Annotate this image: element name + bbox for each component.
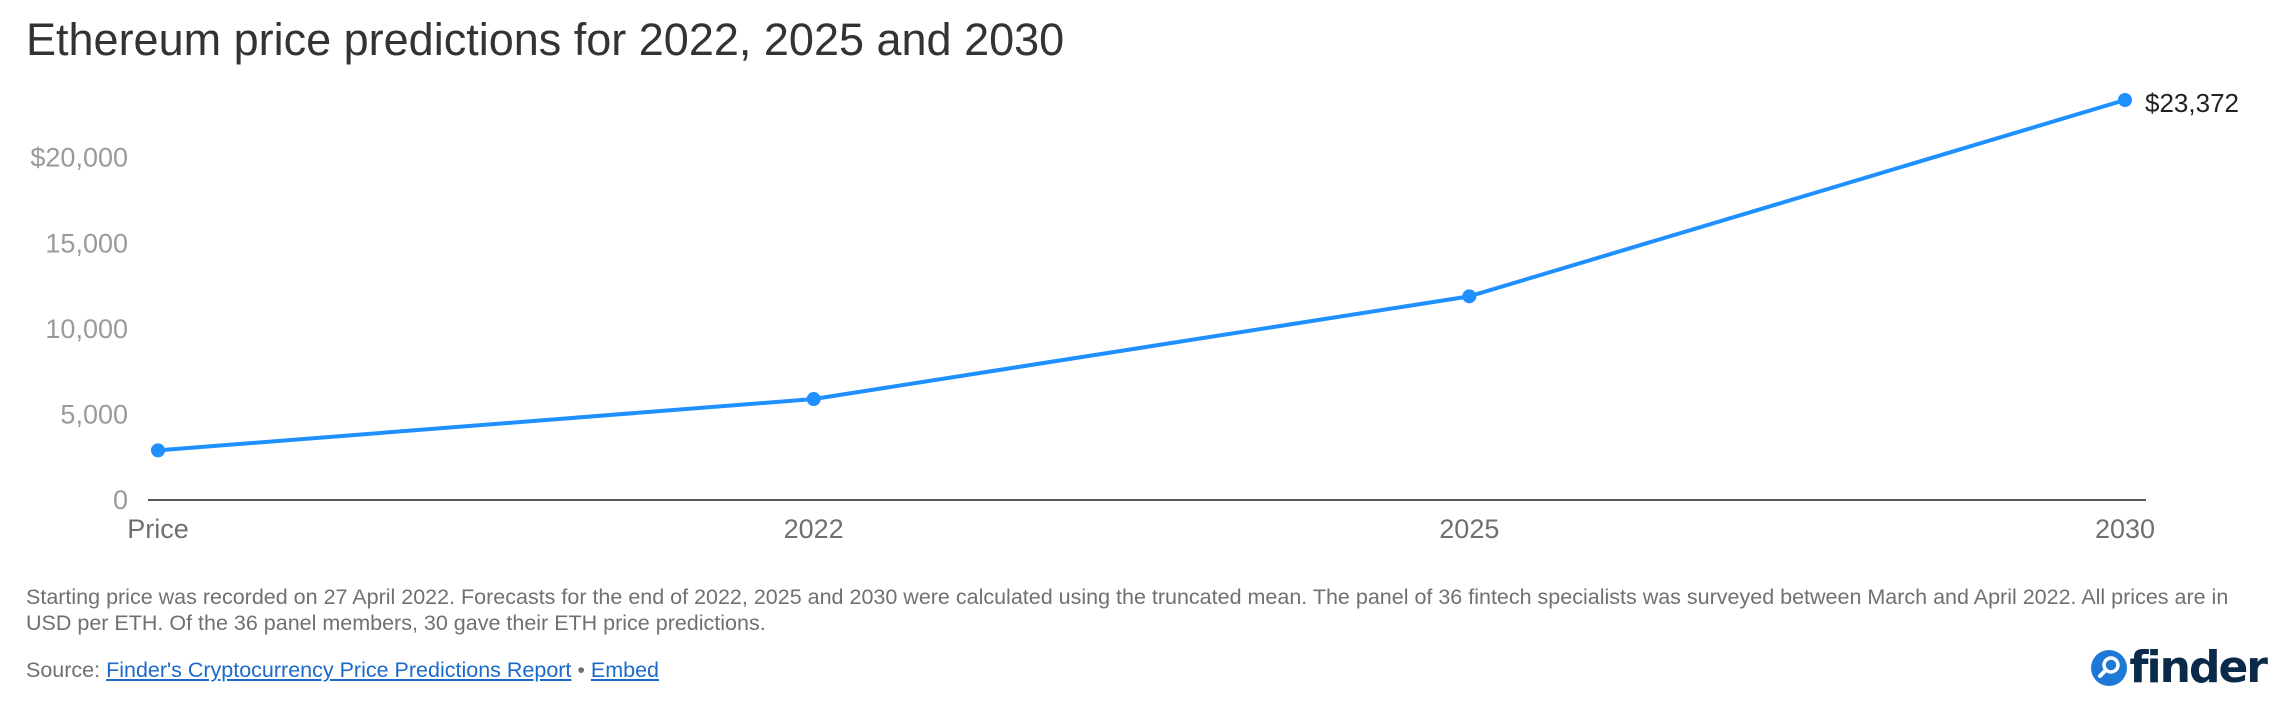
x-tick-label: Price — [127, 514, 189, 544]
data-label: $23,372 — [2145, 88, 2239, 118]
series-line — [156, 98, 2127, 453]
data-point — [806, 392, 821, 407]
y-tick-label: 0 — [113, 485, 128, 515]
embed-link[interactable]: Embed — [590, 658, 660, 682]
data-point — [2118, 93, 2132, 107]
data-point — [151, 443, 165, 458]
source-separator: • — [571, 658, 591, 682]
logo-wordmark: finder — [2129, 642, 2268, 693]
finder-logo[interactable]: finder — [2089, 642, 2268, 693]
magnifier-icon — [2091, 650, 2128, 686]
chart-footnote: Starting price was recorded on 27 April … — [26, 585, 2229, 635]
y-tick-label: $20,000 — [30, 143, 128, 173]
data-point — [1462, 289, 1477, 304]
y-tick-label: 5,000 — [60, 399, 128, 429]
y-tick-label: 10,000 — [45, 314, 128, 344]
source-prefix: Source: — [26, 658, 107, 682]
x-tick-label: 2025 — [1439, 514, 1499, 544]
chart-title: Ethereum price predictions for 2022, 202… — [26, 14, 1065, 65]
source-report-link[interactable]: Finder's Cryptocurrency Price Prediction… — [106, 658, 572, 682]
x-tick-label: 2022 — [784, 514, 844, 544]
y-tick-label: 15,000 — [45, 228, 128, 258]
source-line: Source: Finder's Cryptocurrency Price Pr… — [26, 658, 659, 683]
line-chart: 0 5,000 10,000 15,000 $20,000 Price 2022 2025 20… — [30, 88, 2239, 544]
x-tick-label: 2030 — [2095, 514, 2155, 544]
